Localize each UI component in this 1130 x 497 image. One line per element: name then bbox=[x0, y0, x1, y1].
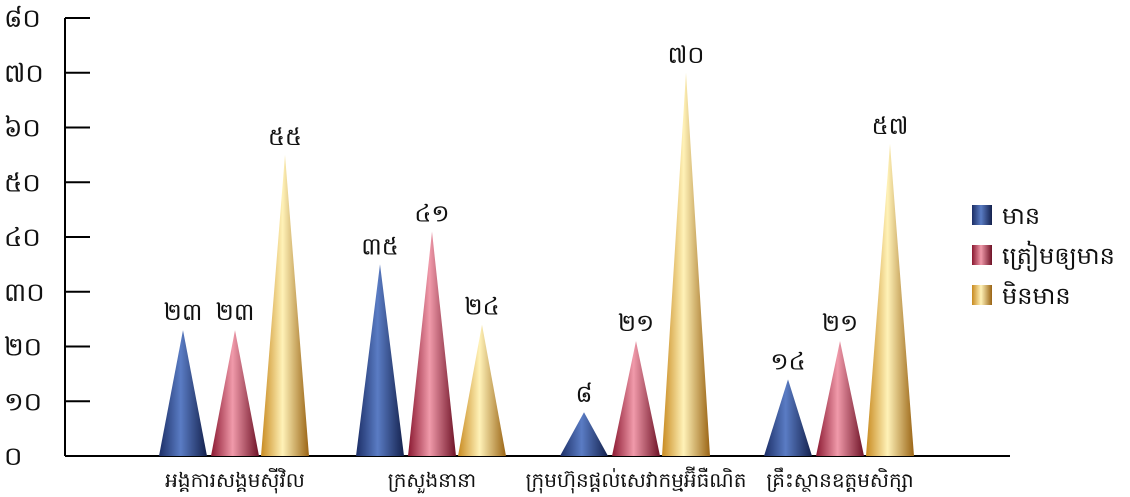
data-label: ៣៥ bbox=[361, 232, 399, 260]
legend-swatch bbox=[972, 285, 992, 305]
bar bbox=[159, 330, 207, 456]
legend-label: មិនមាន bbox=[1002, 281, 1071, 310]
bar bbox=[764, 379, 812, 456]
data-label: ២១ bbox=[822, 309, 858, 337]
axes: ០ ១០ ២០ ៣០ ៤០ ៥០ ៦០ ៧០ ៨០ bbox=[4, 4, 1010, 472]
category-labels: អង្គការសង្គមស៊ីវិល ក្រសួងនានា ក្រុមហ៊ុនផ្ត… bbox=[165, 466, 914, 494]
y-tick-label: ៨០ bbox=[4, 4, 41, 34]
y-tick-label: ៣០ bbox=[4, 278, 45, 308]
x-tick-label: អង្គការសង្គមស៊ីវិល bbox=[165, 467, 305, 494]
bar bbox=[211, 330, 259, 456]
bar bbox=[261, 154, 309, 456]
legend-label: មាន bbox=[1002, 202, 1040, 230]
bar bbox=[816, 341, 864, 456]
legend-swatch bbox=[972, 205, 992, 225]
data-label: ៨ bbox=[576, 380, 593, 408]
bar bbox=[356, 264, 404, 456]
data-label: ២៣ bbox=[164, 298, 203, 326]
y-tick-label: ៧០ bbox=[4, 59, 44, 89]
data-label: ៥៥ bbox=[268, 123, 302, 151]
bar bbox=[866, 143, 914, 457]
y-tick-label: ០ bbox=[4, 442, 22, 472]
bar bbox=[560, 412, 608, 456]
data-label: ២១ bbox=[618, 309, 654, 337]
y-tick-label: ៤០ bbox=[4, 223, 41, 253]
x-tick-label: គ្រឹះស្ថានឧត្តមសិក្សា bbox=[766, 467, 913, 492]
y-tick-label: ១០ bbox=[4, 387, 42, 417]
x-tick-label: ក្រសួងនានា bbox=[388, 468, 476, 494]
y-tick-label: ៥០ bbox=[4, 168, 41, 198]
data-label: ៧០ bbox=[668, 41, 705, 69]
legend-label: ត្រៀមឲ្យមាន bbox=[1002, 240, 1115, 272]
data-label: ៥៧ bbox=[872, 112, 909, 140]
y-tick-label: ៦០ bbox=[4, 114, 41, 144]
bars bbox=[159, 72, 914, 457]
data-label: ៤១ bbox=[414, 200, 449, 228]
legend-swatch bbox=[972, 245, 992, 265]
data-label: ១៤ bbox=[770, 347, 805, 375]
bar bbox=[458, 324, 506, 456]
x-tick-label: ក្រុមហ៊ុនផ្តល់សេវាកម្មអ៊ីធឺណិត bbox=[526, 466, 747, 494]
data-label: ២៣ bbox=[216, 298, 255, 326]
bar bbox=[612, 341, 660, 456]
y-tick-label: ២០ bbox=[4, 333, 42, 363]
bar bbox=[662, 72, 710, 456]
legend: មានត្រៀមឲ្យមានមិនមាន bbox=[972, 202, 1115, 310]
bar bbox=[408, 231, 456, 456]
data-label: ២៤ bbox=[464, 293, 499, 321]
